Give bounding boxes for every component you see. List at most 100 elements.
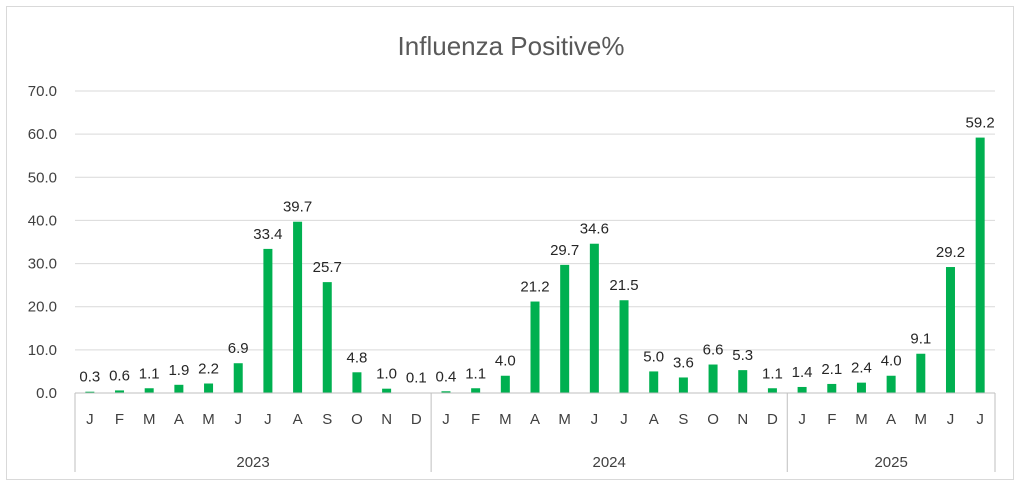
x-tick-label: M bbox=[499, 411, 512, 428]
bar bbox=[293, 221, 303, 393]
y-tick-label: 40.0 bbox=[28, 212, 57, 229]
data-label: 29.2 bbox=[936, 244, 965, 261]
bar bbox=[85, 391, 95, 393]
y-tick-label: 0.0 bbox=[36, 385, 57, 402]
bar bbox=[916, 353, 926, 393]
bar bbox=[797, 386, 807, 393]
x-tick-label: O bbox=[351, 411, 363, 428]
bar bbox=[263, 248, 273, 393]
chart-frame: Influenza Positive% 0.0 10.0 20.0 30.0 40.0 5… bbox=[6, 6, 1014, 480]
bar bbox=[678, 377, 688, 393]
y-tick-label: 50.0 bbox=[28, 169, 57, 186]
bar bbox=[115, 390, 125, 393]
y-tick-label: 10.0 bbox=[28, 342, 57, 359]
x-tick-label: F bbox=[115, 411, 124, 428]
x-tick-label: J bbox=[442, 411, 450, 428]
x-tick-label: A bbox=[649, 411, 659, 428]
x-tick-label: O bbox=[707, 411, 719, 428]
y-tick-label: 20.0 bbox=[28, 299, 57, 316]
x-tick-label: M bbox=[558, 411, 571, 428]
data-label: 34.6 bbox=[580, 221, 609, 238]
data-label: 1.1 bbox=[139, 365, 160, 382]
y-tick-label: 60.0 bbox=[28, 126, 57, 143]
x-tick-label: N bbox=[737, 411, 748, 428]
bar bbox=[975, 137, 985, 393]
x-tick-label: J bbox=[86, 411, 94, 428]
x-tick-label: M bbox=[915, 411, 928, 428]
x-tick-label: A bbox=[174, 411, 184, 428]
x-group-label: 2023 bbox=[236, 454, 269, 471]
data-label: 1.9 bbox=[168, 362, 189, 379]
y-tick-label: 30.0 bbox=[28, 256, 57, 273]
x-tick-label: A bbox=[886, 411, 896, 428]
x-tick-label: M bbox=[855, 411, 868, 428]
y-tick-label: 70.0 bbox=[28, 83, 57, 100]
data-label: 29.7 bbox=[550, 242, 579, 259]
bar bbox=[382, 388, 392, 393]
data-label: 0.6 bbox=[109, 367, 130, 384]
x-group-label: 2024 bbox=[593, 454, 626, 471]
data-label: 59.2 bbox=[966, 115, 995, 132]
gridlines bbox=[75, 90, 995, 351]
data-label: 2.1 bbox=[821, 361, 842, 378]
bars bbox=[85, 137, 985, 394]
x-tick-label: D bbox=[411, 411, 422, 428]
data-label: 0.1 bbox=[406, 370, 427, 387]
data-label: 4.0 bbox=[881, 353, 902, 370]
bar bbox=[500, 375, 510, 393]
data-label: 1.1 bbox=[465, 365, 486, 382]
x-tick-label: A bbox=[293, 411, 303, 428]
x-tick-label: F bbox=[471, 411, 480, 428]
data-label: 3.6 bbox=[673, 354, 694, 371]
bar bbox=[233, 363, 243, 393]
x-tick-label: M bbox=[202, 411, 215, 428]
data-label: 33.4 bbox=[253, 226, 282, 243]
x-tick-label: M bbox=[143, 411, 156, 428]
bar bbox=[589, 243, 599, 393]
y-axis-ticks: 0.0 10.0 20.0 30.0 40.0 50.0 60.0 70.0 bbox=[28, 83, 57, 402]
x-axis: J F M A M J J A S O N D J F M A M J J A S O N D J F M A M J J 2023 2024 2… bbox=[74, 392, 996, 472]
data-label: 6.9 bbox=[228, 340, 249, 357]
data-label: 5.0 bbox=[643, 348, 664, 365]
bar bbox=[708, 364, 718, 393]
bar bbox=[352, 372, 362, 393]
data-label: 25.7 bbox=[313, 259, 342, 276]
chart-title: Influenza Positive% bbox=[398, 31, 625, 61]
data-label: 0.4 bbox=[436, 368, 457, 385]
bar bbox=[886, 375, 896, 393]
bar bbox=[471, 388, 481, 393]
bar bbox=[767, 388, 777, 393]
bar bbox=[560, 264, 570, 393]
x-tick-label: A bbox=[530, 411, 540, 428]
data-label: 4.8 bbox=[347, 349, 368, 366]
data-label: 0.3 bbox=[79, 369, 100, 386]
bar bbox=[619, 300, 629, 393]
x-tick-label: J bbox=[591, 411, 599, 428]
data-label: 5.3 bbox=[732, 347, 753, 364]
bar bbox=[738, 370, 748, 393]
data-label: 1.4 bbox=[792, 364, 813, 381]
bar bbox=[530, 301, 540, 393]
bar bbox=[174, 384, 184, 393]
bar bbox=[144, 388, 154, 393]
data-label: 39.7 bbox=[283, 199, 312, 216]
bar bbox=[945, 267, 955, 393]
data-label: 1.1 bbox=[762, 365, 783, 382]
x-tick-label: N bbox=[381, 411, 392, 428]
x-tick-label: J bbox=[798, 411, 806, 428]
x-tick-label: J bbox=[264, 411, 272, 428]
data-label: 4.0 bbox=[495, 353, 516, 370]
x-tick-label: S bbox=[678, 411, 688, 428]
data-label: 6.6 bbox=[703, 342, 724, 359]
x-tick-label: J bbox=[620, 411, 628, 428]
data-label: 21.2 bbox=[520, 279, 549, 296]
x-tick-label: S bbox=[322, 411, 332, 428]
x-tick-label: J bbox=[976, 411, 984, 428]
chart-svg: Influenza Positive% 0.0 10.0 20.0 30.0 40.0 5… bbox=[28, 31, 996, 472]
bar bbox=[204, 383, 214, 393]
bar bbox=[322, 282, 332, 393]
x-tick-label: J bbox=[234, 411, 242, 428]
data-label: 9.1 bbox=[910, 331, 931, 348]
x-tick-label: D bbox=[767, 411, 778, 428]
bar bbox=[441, 391, 451, 393]
